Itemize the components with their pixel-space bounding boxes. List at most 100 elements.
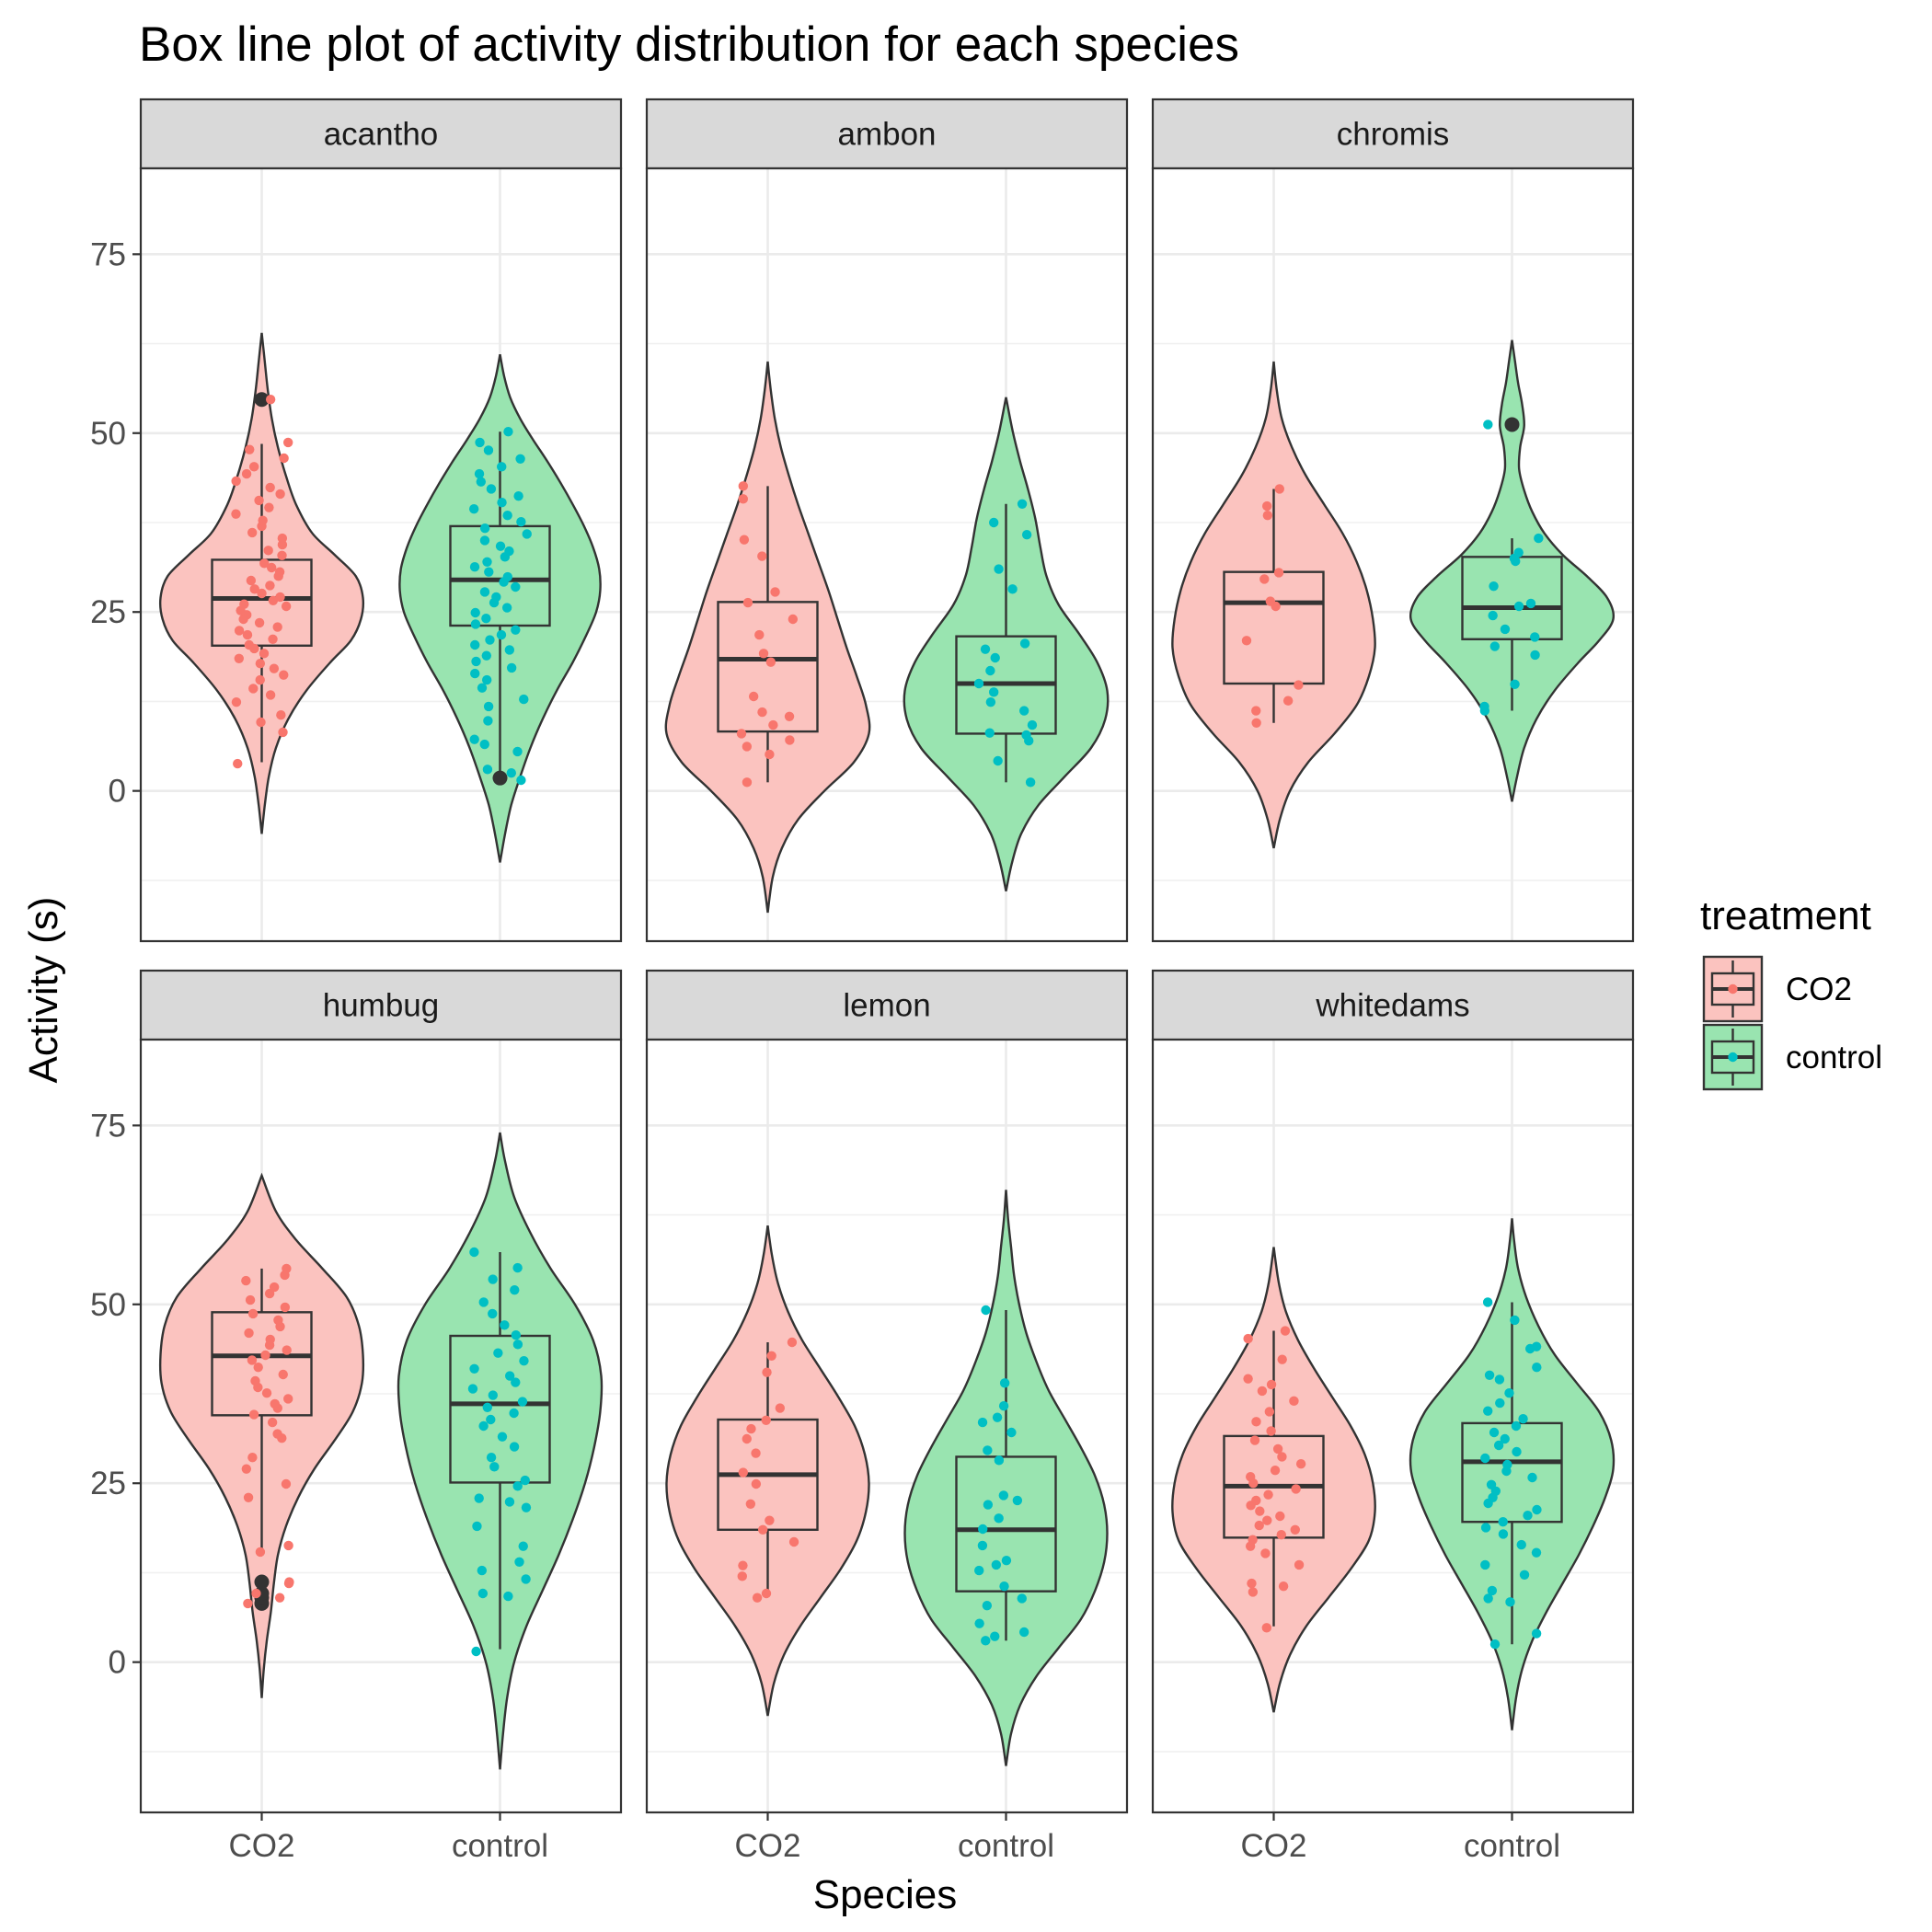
data-point-lemon-control bbox=[977, 1417, 988, 1428]
data-point-lemon-control bbox=[992, 1412, 1003, 1422]
x-tick-label: control bbox=[452, 1828, 548, 1864]
data-point-acantho-co2 bbox=[234, 626, 245, 636]
data-point-chromis-control bbox=[1530, 650, 1540, 661]
data-point-humbug-co2 bbox=[261, 1388, 272, 1398]
data-point-whitedams-co2 bbox=[1275, 1511, 1285, 1522]
data-point-acantho-co2 bbox=[279, 453, 289, 464]
data-point-whitedams-co2 bbox=[1246, 1472, 1256, 1482]
data-point-lemon-co2 bbox=[746, 1423, 756, 1434]
data-point-ambon-co2 bbox=[768, 719, 778, 730]
data-point-whitedams-co2 bbox=[1280, 1326, 1291, 1336]
outlier-acantho-control bbox=[492, 770, 508, 786]
data-point-humbug-co2 bbox=[283, 1540, 293, 1551]
data-point-acantho-co2 bbox=[265, 581, 275, 591]
data-point-acantho-co2 bbox=[258, 515, 268, 525]
violin-lemon-control bbox=[903, 1190, 1109, 1766]
data-point-chromis-control bbox=[1488, 610, 1498, 621]
data-point-acantho-control bbox=[481, 650, 492, 661]
data-point-whitedams-co2 bbox=[1255, 1506, 1265, 1516]
data-point-humbug-co2 bbox=[273, 1315, 283, 1326]
data-point-humbug-control bbox=[478, 1297, 489, 1307]
box-whitedams-control bbox=[1461, 1421, 1563, 1524]
data-point-lemon-co2 bbox=[738, 1560, 748, 1570]
data-point-acantho-co2 bbox=[265, 395, 276, 405]
data-point-chromis-co2 bbox=[1294, 680, 1304, 690]
data-point-lemon-control bbox=[974, 1618, 984, 1628]
data-point-chromis-co2 bbox=[1259, 574, 1270, 584]
data-point-whitedams-control bbox=[1512, 1446, 1522, 1457]
data-point-acantho-co2 bbox=[245, 444, 255, 454]
data-point-ambon-control bbox=[1025, 777, 1036, 788]
data-point-acantho-control bbox=[469, 734, 479, 744]
data-point-chromis-co2 bbox=[1262, 500, 1272, 512]
panel-border-ambon bbox=[645, 167, 1129, 943]
data-point-acantho-co2 bbox=[241, 468, 252, 479]
data-point-chromis-co2 bbox=[1274, 484, 1284, 494]
data-point-lemon-control bbox=[1012, 1495, 1023, 1506]
data-point-whitedams-control bbox=[1500, 1433, 1510, 1444]
data-point-lemon-co2 bbox=[738, 1467, 748, 1478]
data-point-chromis-co2 bbox=[1273, 568, 1284, 578]
data-point-lemon-co2 bbox=[751, 1448, 761, 1458]
data-point-humbug-control bbox=[469, 1363, 479, 1374]
data-point-whitedams-control bbox=[1532, 1363, 1542, 1373]
data-point-whitedams-co2 bbox=[1251, 1495, 1261, 1506]
data-point-lemon-control bbox=[978, 1524, 988, 1535]
data-point-humbug-co2 bbox=[283, 1578, 294, 1589]
data-point-lemon-co2 bbox=[752, 1593, 763, 1603]
panel-border-humbug bbox=[139, 1038, 623, 1814]
data-point-ambon-control bbox=[1018, 706, 1029, 716]
data-point-acantho-control bbox=[476, 477, 487, 487]
x-tick-label: CO2 bbox=[735, 1828, 801, 1864]
data-point-lemon-control bbox=[994, 1513, 1004, 1524]
data-point-whitedams-control bbox=[1511, 1420, 1522, 1432]
data-point-humbug-control bbox=[467, 1384, 478, 1394]
data-point-whitedams-co2 bbox=[1257, 1386, 1268, 1397]
data-point-acantho-co2 bbox=[254, 495, 264, 506]
strip-humbug bbox=[139, 969, 623, 1041]
data-point-lemon-control bbox=[981, 1305, 991, 1316]
data-point-humbug-co2 bbox=[251, 1588, 261, 1599]
data-point-humbug-co2 bbox=[270, 1398, 280, 1409]
data-point-whitedams-control bbox=[1487, 1585, 1498, 1596]
data-point-ambon-co2 bbox=[754, 629, 765, 640]
data-point-whitedams-co2 bbox=[1248, 1587, 1259, 1597]
data-point-humbug-control bbox=[511, 1377, 521, 1387]
data-point-whitedams-co2 bbox=[1264, 1407, 1275, 1417]
data-point-whitedams-co2 bbox=[1249, 1435, 1260, 1445]
data-point-lemon-control bbox=[998, 1401, 1009, 1411]
data-point-acantho-control bbox=[468, 504, 479, 514]
violin-ambon-control bbox=[903, 397, 1110, 891]
data-point-whitedams-co2 bbox=[1295, 1459, 1306, 1469]
data-point-whitedams-co2 bbox=[1289, 1396, 1299, 1406]
data-point-humbug-control bbox=[488, 1274, 498, 1284]
data-point-whitedams-co2 bbox=[1278, 1581, 1289, 1592]
y-tick-label: 50 bbox=[90, 1287, 126, 1323]
data-point-whitedams-control bbox=[1531, 1341, 1542, 1351]
data-point-whitedams-control bbox=[1505, 1597, 1515, 1607]
data-point-acantho-control bbox=[471, 656, 481, 667]
data-point-whitedams-control bbox=[1532, 1504, 1542, 1515]
data-point-humbug-co2 bbox=[253, 1363, 263, 1373]
data-point-ambon-co2 bbox=[742, 777, 753, 788]
data-point-ambon-control bbox=[1019, 638, 1030, 649]
data-point-lemon-co2 bbox=[761, 1415, 771, 1425]
data-point-whitedams-control bbox=[1502, 1459, 1512, 1470]
data-point-acantho-control bbox=[512, 746, 523, 757]
panel-border-chromis bbox=[1151, 167, 1635, 943]
outlier-chromis-control bbox=[1504, 417, 1520, 432]
x-tick-label: CO2 bbox=[1241, 1828, 1307, 1864]
panel-border-acantho bbox=[139, 167, 623, 943]
data-point-lemon-co2 bbox=[762, 1367, 772, 1377]
y-tick-label: 25 bbox=[90, 1466, 126, 1501]
data-point-lemon-control bbox=[1001, 1556, 1012, 1566]
data-point-acantho-control bbox=[477, 683, 488, 693]
data-point-lemon-control bbox=[981, 1636, 991, 1646]
data-point-ambon-co2 bbox=[758, 649, 769, 659]
data-point-humbug-control bbox=[477, 1565, 488, 1576]
data-point-acantho-control bbox=[511, 581, 521, 592]
box-acantho-control bbox=[449, 524, 551, 627]
data-point-humbug-control bbox=[500, 1320, 510, 1330]
data-point-humbug-control bbox=[488, 1308, 498, 1319]
data-point-acantho-co2 bbox=[269, 663, 280, 673]
